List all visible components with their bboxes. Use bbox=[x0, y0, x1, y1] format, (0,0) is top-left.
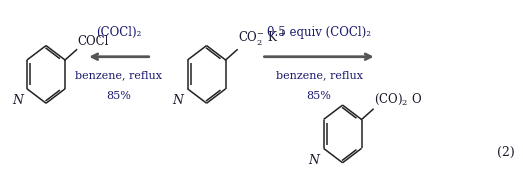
Text: N: N bbox=[12, 94, 23, 107]
Text: benzene, reflux: benzene, reflux bbox=[75, 70, 163, 80]
Text: COCl: COCl bbox=[77, 35, 109, 48]
Text: 0.5 equiv (COCl)₂: 0.5 equiv (COCl)₂ bbox=[267, 26, 371, 39]
Text: N: N bbox=[173, 94, 184, 107]
Text: benzene, reflux: benzene, reflux bbox=[276, 70, 362, 80]
Text: N: N bbox=[309, 154, 320, 167]
Text: 85%: 85% bbox=[306, 91, 332, 101]
Text: $\mathregular{(CO)_2}$ O: $\mathregular{(CO)_2}$ O bbox=[374, 92, 423, 107]
Text: $\mathregular{CO_2^{-}}$ K$^+$: $\mathregular{CO_2^{-}}$ K$^+$ bbox=[238, 29, 287, 48]
Text: (COCl)₂: (COCl)₂ bbox=[96, 26, 142, 39]
Text: 85%: 85% bbox=[107, 91, 131, 101]
Text: (2): (2) bbox=[497, 146, 515, 159]
